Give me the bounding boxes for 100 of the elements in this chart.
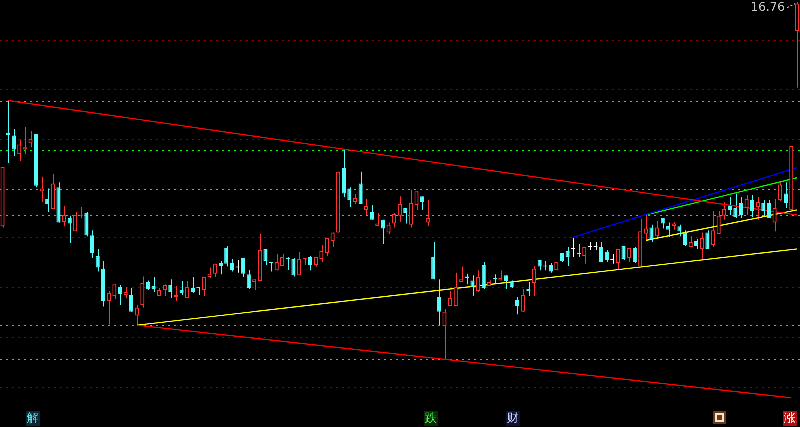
candlestick xyxy=(532,266,536,297)
candlestick xyxy=(599,242,604,263)
candlestick xyxy=(208,267,212,280)
candlestick xyxy=(666,222,671,238)
candlestick xyxy=(84,211,89,238)
candlestick xyxy=(370,204,374,220)
candlestick xyxy=(297,252,302,276)
candlestick xyxy=(358,171,363,205)
candlestick xyxy=(140,276,145,308)
candlestick xyxy=(756,196,760,220)
candlestick xyxy=(40,176,44,203)
candlestick xyxy=(632,246,637,264)
candlestick xyxy=(694,239,699,250)
candlestick xyxy=(68,215,72,244)
candlestick xyxy=(308,256,313,272)
candlestick xyxy=(750,195,754,218)
candlestick xyxy=(722,202,726,220)
candlestick xyxy=(409,189,414,228)
candlestick xyxy=(454,272,458,307)
candlestick xyxy=(432,242,436,280)
candlestick xyxy=(112,284,117,300)
candlestick xyxy=(616,248,620,270)
candlestick xyxy=(274,254,279,272)
candlestick xyxy=(168,279,173,299)
candlestick xyxy=(342,149,346,198)
candlestick xyxy=(46,188,50,212)
candlestick xyxy=(604,250,610,263)
candlestick xyxy=(135,304,140,326)
candlestick xyxy=(426,200,430,226)
candlestick xyxy=(448,290,452,307)
candlestick xyxy=(90,230,94,259)
candlestick xyxy=(392,212,396,228)
candlestick xyxy=(381,219,386,246)
candlestick xyxy=(521,288,526,312)
annotation: 16.76 xyxy=(750,0,786,14)
text: 涨 xyxy=(783,411,797,426)
candlestick xyxy=(124,286,128,299)
candlestick xyxy=(51,174,56,210)
candlestick xyxy=(566,246,570,267)
candlestick xyxy=(442,308,447,360)
candlestick xyxy=(292,258,296,278)
candlestick xyxy=(386,222,391,236)
candlestick xyxy=(18,139,22,162)
candlestick xyxy=(230,258,234,272)
candlestick xyxy=(772,198,777,232)
candlestick xyxy=(627,248,632,263)
candlestick xyxy=(549,262,554,274)
candlestick xyxy=(655,220,660,239)
candlestick xyxy=(348,187,352,208)
candlestick xyxy=(716,210,721,236)
candlestick xyxy=(129,288,134,312)
candlestick xyxy=(202,276,206,297)
candlestick xyxy=(146,280,150,291)
candlestick xyxy=(12,128,16,158)
candlestick xyxy=(414,191,419,211)
candlestick xyxy=(700,232,704,260)
candlestick xyxy=(460,266,464,283)
candlestick xyxy=(152,276,156,293)
candlestick xyxy=(398,196,402,223)
candlestick xyxy=(767,200,772,219)
candlestick xyxy=(778,182,782,202)
candlestick xyxy=(784,182,788,209)
candlestick xyxy=(28,130,33,148)
candlestick xyxy=(62,206,66,228)
candlestick xyxy=(622,246,626,260)
candlestick xyxy=(224,246,229,268)
candlestick xyxy=(353,194,358,205)
candlestick xyxy=(582,246,587,264)
candlestick xyxy=(241,258,246,278)
candlestick xyxy=(744,195,749,216)
candlestick xyxy=(470,275,475,297)
candlestick xyxy=(504,275,508,290)
candlestick xyxy=(96,248,100,272)
candlestick xyxy=(213,263,218,278)
candlestick xyxy=(264,248,268,266)
candlestick xyxy=(325,238,330,256)
candlestick xyxy=(163,284,168,297)
candlestick xyxy=(246,269,251,290)
candlestick xyxy=(190,276,196,294)
candlestick xyxy=(185,280,190,299)
text: 跌 xyxy=(424,411,438,426)
candlestick xyxy=(404,208,408,224)
candlestick xyxy=(437,279,442,326)
candlestick xyxy=(420,196,424,211)
candlestick xyxy=(683,230,688,247)
candlestick xyxy=(330,232,335,248)
candlestick xyxy=(734,193,738,219)
candlestick xyxy=(739,196,744,219)
candlestick xyxy=(762,200,766,218)
candlestick xyxy=(218,260,223,276)
candlestick xyxy=(482,262,486,290)
candlestick xyxy=(711,210,716,248)
candlestick xyxy=(74,211,78,232)
candlestick xyxy=(107,290,112,326)
candlestick xyxy=(320,244,324,263)
candlestick xyxy=(476,270,480,293)
candlestick xyxy=(644,214,648,242)
candlestick xyxy=(678,224,682,238)
text: 财 xyxy=(506,411,520,426)
candlestick xyxy=(118,284,122,306)
